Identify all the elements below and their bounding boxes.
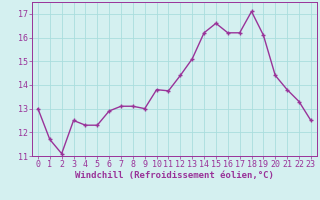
X-axis label: Windchill (Refroidissement éolien,°C): Windchill (Refroidissement éolien,°C) — [75, 171, 274, 180]
